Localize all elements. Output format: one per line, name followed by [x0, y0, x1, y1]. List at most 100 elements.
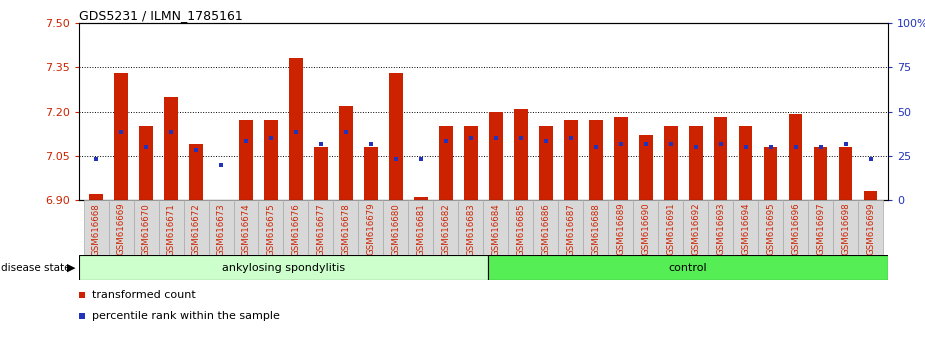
Text: GSM616696: GSM616696: [791, 203, 800, 255]
Text: GDS5231 / ILMN_1785161: GDS5231 / ILMN_1785161: [79, 9, 242, 22]
Bar: [764, 147, 777, 200]
Text: GSM616689: GSM616689: [616, 203, 625, 255]
Bar: [208, 200, 233, 255]
Bar: [89, 194, 103, 200]
Text: GSM616699: GSM616699: [866, 203, 875, 255]
Bar: [484, 200, 509, 255]
Text: GSM616698: GSM616698: [841, 203, 850, 255]
Bar: [684, 200, 709, 255]
Bar: [709, 200, 734, 255]
Bar: [509, 200, 534, 255]
Text: percentile rank within the sample: percentile rank within the sample: [92, 311, 279, 321]
Text: GSM616684: GSM616684: [491, 203, 500, 256]
Bar: [659, 200, 684, 255]
Bar: [609, 200, 634, 255]
Bar: [858, 200, 883, 255]
Bar: [414, 197, 427, 200]
Text: GSM616671: GSM616671: [166, 203, 176, 256]
Bar: [689, 126, 702, 200]
Text: ▶: ▶: [67, 263, 75, 273]
Bar: [464, 126, 477, 200]
Bar: [439, 126, 452, 200]
Text: GSM616686: GSM616686: [541, 203, 550, 256]
Text: GSM616687: GSM616687: [566, 203, 575, 256]
Bar: [839, 147, 853, 200]
Bar: [589, 120, 602, 200]
Bar: [383, 200, 408, 255]
Bar: [559, 200, 584, 255]
Text: GSM616679: GSM616679: [366, 203, 376, 255]
Bar: [789, 114, 803, 200]
Bar: [133, 200, 158, 255]
Bar: [339, 105, 352, 200]
Text: GSM616695: GSM616695: [766, 203, 775, 255]
Bar: [539, 126, 552, 200]
Bar: [333, 200, 358, 255]
Text: GSM616688: GSM616688: [591, 203, 600, 256]
Text: GSM616680: GSM616680: [391, 203, 401, 256]
Bar: [489, 112, 502, 200]
Bar: [534, 200, 559, 255]
Bar: [314, 147, 327, 200]
Bar: [308, 200, 333, 255]
Text: GSM616685: GSM616685: [516, 203, 525, 256]
Bar: [739, 126, 752, 200]
Bar: [233, 200, 258, 255]
Text: GSM616682: GSM616682: [441, 203, 450, 256]
Text: GSM616677: GSM616677: [316, 203, 326, 256]
Bar: [258, 200, 283, 255]
Text: transformed count: transformed count: [92, 290, 195, 299]
Bar: [108, 200, 133, 255]
Text: GSM616693: GSM616693: [716, 203, 725, 255]
Bar: [358, 200, 383, 255]
Bar: [564, 120, 577, 200]
Bar: [664, 126, 677, 200]
Text: control: control: [669, 263, 708, 273]
Bar: [389, 73, 402, 200]
Text: GSM616697: GSM616697: [816, 203, 825, 255]
Bar: [639, 135, 652, 200]
Bar: [584, 200, 609, 255]
Text: GSM616681: GSM616681: [416, 203, 426, 256]
Bar: [614, 118, 627, 200]
Bar: [758, 200, 783, 255]
Bar: [783, 200, 808, 255]
Text: GSM616668: GSM616668: [92, 203, 101, 256]
Text: GSM616674: GSM616674: [241, 203, 251, 256]
Text: GSM616692: GSM616692: [691, 203, 700, 255]
Bar: [488, 255, 888, 280]
Bar: [139, 126, 153, 200]
Bar: [79, 255, 488, 280]
Bar: [433, 200, 458, 255]
Bar: [714, 118, 727, 200]
Bar: [240, 120, 253, 200]
Bar: [83, 200, 108, 255]
Bar: [833, 200, 858, 255]
Text: GSM616670: GSM616670: [142, 203, 151, 256]
Bar: [265, 120, 277, 200]
Text: GSM616669: GSM616669: [117, 203, 126, 255]
Bar: [458, 200, 483, 255]
Bar: [114, 73, 128, 200]
Bar: [290, 58, 302, 200]
Text: ankylosing spondylitis: ankylosing spondylitis: [222, 263, 345, 273]
Text: GSM616690: GSM616690: [641, 203, 650, 255]
Bar: [183, 200, 208, 255]
Text: GSM616673: GSM616673: [216, 203, 226, 256]
Text: GSM616678: GSM616678: [341, 203, 351, 256]
Text: GSM616675: GSM616675: [266, 203, 276, 256]
Text: GSM616691: GSM616691: [666, 203, 675, 255]
Bar: [734, 200, 758, 255]
Text: disease state: disease state: [1, 263, 70, 273]
Text: GSM616672: GSM616672: [191, 203, 201, 256]
Bar: [814, 147, 828, 200]
Bar: [283, 200, 308, 255]
Bar: [190, 144, 203, 200]
Bar: [408, 200, 433, 255]
Bar: [864, 191, 878, 200]
Bar: [514, 109, 527, 200]
Bar: [808, 200, 833, 255]
Text: GSM616676: GSM616676: [291, 203, 301, 256]
Text: GSM616694: GSM616694: [741, 203, 750, 255]
Bar: [364, 147, 377, 200]
